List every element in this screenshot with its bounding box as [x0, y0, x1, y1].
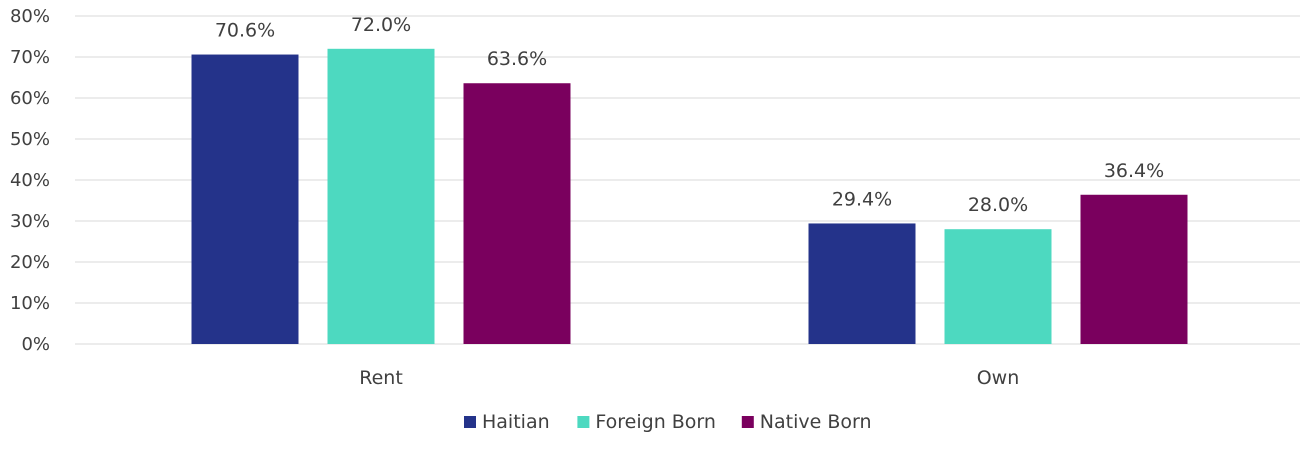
- bar-rent-native-born: [463, 83, 571, 345]
- legend-swatch: [741, 416, 754, 428]
- legend: Haitian Foreign Born Native Born: [464, 411, 872, 433]
- x-axis: Rent Own: [359, 367, 1019, 389]
- bar-own-haitian: [808, 223, 916, 344]
- y-tick-label: 60%: [10, 88, 50, 109]
- data-label-rent-haitian: 70.6%: [215, 20, 275, 42]
- legend-label: Haitian: [482, 411, 550, 433]
- x-category-label-own: Own: [977, 367, 1020, 389]
- legend-label: Foreign Born: [595, 411, 716, 433]
- data-label-own-foreign-born: 28.0%: [968, 194, 1028, 216]
- y-tick-label: 20%: [10, 252, 50, 273]
- legend-label: Native Born: [760, 411, 872, 433]
- y-tick-label: 10%: [10, 293, 50, 314]
- bars: [191, 48, 1188, 345]
- legend-swatch: [577, 416, 590, 428]
- y-tick-label: 50%: [10, 129, 50, 150]
- data-labels: 70.6% 72.0% 63.6% 29.4% 28.0% 36.4%: [215, 14, 1164, 216]
- x-category-label-rent: Rent: [359, 367, 403, 389]
- data-label-rent-native-born: 63.6%: [487, 48, 547, 70]
- bar-own-foreign-born: [944, 229, 1052, 344]
- y-tick-label: 0%: [21, 334, 50, 355]
- bar-rent-foreign-born: [327, 48, 435, 345]
- legend-item-haitian: Haitian: [464, 411, 550, 433]
- data-label-own-haitian: 29.4%: [832, 188, 892, 210]
- y-axis: 0% 10% 20% 30% 40% 50% 60% 70% 80%: [10, 6, 50, 355]
- legend-swatch: [464, 416, 476, 428]
- legend-item-native-born: Native Born: [741, 411, 872, 433]
- y-tick-label: 70%: [10, 47, 50, 68]
- bar-own-native-born: [1080, 194, 1188, 344]
- y-tick-label: 80%: [10, 6, 50, 27]
- bar-rent-haitian: [191, 54, 299, 344]
- y-tick-label: 30%: [10, 211, 50, 232]
- legend-item-foreign-born: Foreign Born: [577, 411, 716, 433]
- data-label-rent-foreign-born: 72.0%: [351, 14, 411, 36]
- y-tick-label: 40%: [10, 170, 50, 191]
- data-label-own-native-born: 36.4%: [1104, 160, 1164, 182]
